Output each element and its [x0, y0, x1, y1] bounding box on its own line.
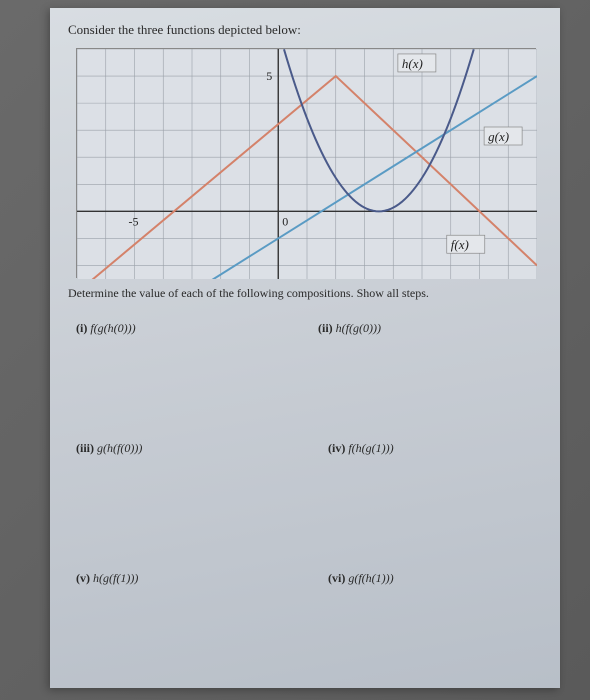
problems-grid: (i) f(g(h(0))) (ii) h(f(g(0))) (iii) g(h(f…	[68, 321, 542, 661]
svg-text:h(x): h(x)	[402, 56, 423, 71]
problem-item: (v) h(g(f(1)))	[76, 571, 138, 586]
problem-number: (i)	[76, 321, 90, 335]
problem-item: (ii) h(f(g(0)))	[318, 321, 381, 336]
problem-number: (ii)	[318, 321, 336, 335]
problem-expression: f(g(h(0)))	[90, 321, 135, 335]
svg-text:0: 0	[282, 214, 288, 228]
problem-item: (vi) g(f(h(1)))	[328, 571, 394, 586]
svg-text:-5: -5	[129, 214, 139, 228]
problem-number: (iv)	[328, 441, 348, 455]
problem-expression: g(f(h(1)))	[348, 571, 393, 585]
problem-number: (vi)	[328, 571, 348, 585]
problem-expression: h(g(f(1)))	[93, 571, 138, 585]
problem-expression: f(h(g(1)))	[348, 441, 393, 455]
worksheet-instructions: Determine the value of each of the follo…	[68, 286, 542, 301]
problem-item: (iii) g(h(f(0)))	[76, 441, 142, 456]
worksheet-paper: Consider the three functions depicted be…	[50, 8, 560, 688]
problem-item: (iv) f(h(g(1)))	[328, 441, 394, 456]
problem-number: (v)	[76, 571, 93, 585]
problem-number: (iii)	[76, 441, 97, 455]
svg-text:f(x): f(x)	[451, 237, 469, 252]
problem-item: (i) f(g(h(0)))	[76, 321, 136, 336]
svg-text:g(x): g(x)	[488, 129, 509, 144]
chart-canvas: -5 0 5 h(x) g(x) f(x)	[77, 49, 537, 279]
problem-expression: g(h(f(0)))	[97, 441, 142, 455]
problem-expression: h(f(g(0)))	[336, 321, 381, 335]
functions-chart: -5 0 5 h(x) g(x) f(x)	[76, 48, 536, 278]
worksheet-title: Consider the three functions depicted be…	[68, 22, 542, 38]
svg-text:5: 5	[266, 69, 272, 83]
